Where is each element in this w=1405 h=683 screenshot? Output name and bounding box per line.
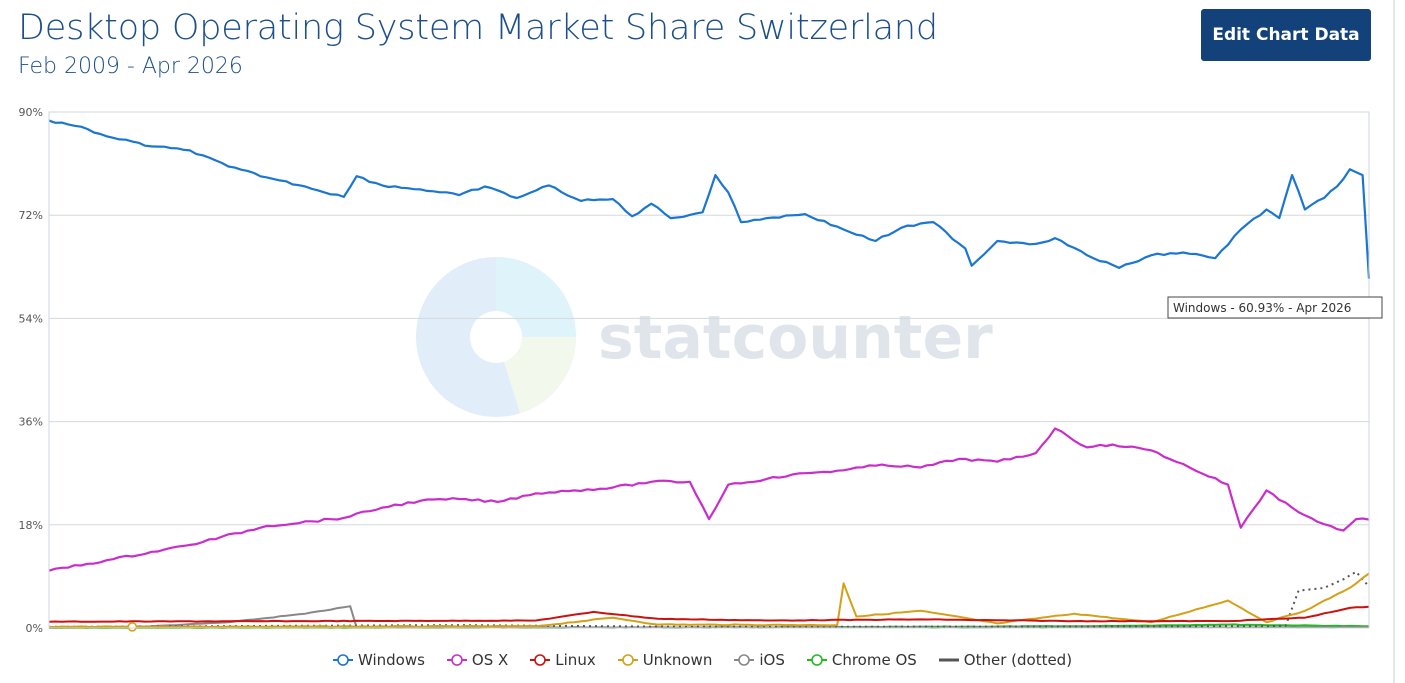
legend-label: OS X (471, 651, 509, 669)
plot-frame (48, 111, 1370, 629)
legend-label: Chrome OS (831, 651, 917, 669)
legend-marker-icon (806, 654, 827, 666)
chart-legend: Windows OS X Linux Unknown iOS Chrome OS Other… (0, 648, 1405, 672)
legend-marker-icon (734, 654, 755, 666)
y-tick-label: 0% (26, 622, 43, 635)
legend-marker-icon (617, 654, 638, 666)
tooltip-box (1167, 296, 1383, 319)
legend-item-chrome-os[interactable]: Chrome OS (806, 651, 917, 669)
legend-item-os-x[interactable]: OS X (446, 651, 509, 669)
legend-item-unknown[interactable]: Unknown (617, 651, 713, 669)
tooltip-text: Windows - 60.93% - Apr 2026 (1173, 301, 1351, 315)
y-tick-label: 72% (19, 209, 43, 222)
legend-item-other-dotted[interactable]: Other (dotted) (938, 651, 1073, 669)
y-axis-ticks: 0% 18% 36% 54% 72% 90% (19, 106, 43, 635)
legend-label: Linux (555, 651, 596, 669)
series-layer (48, 119, 1371, 632)
series-line-other-dotted[interactable] (48, 570, 1370, 628)
legend-label: iOS (759, 651, 785, 669)
unknown-series-marker (127, 622, 138, 632)
watermark-logo-slice-a (496, 257, 576, 337)
legend-label: Other (dotted) (963, 651, 1073, 669)
legend-item-linux[interactable]: Linux (530, 651, 596, 669)
legend-label: Windows (357, 651, 425, 669)
page-title: Desktop Operating System Market Share Sw… (18, 8, 938, 48)
series-line-os-x[interactable] (48, 427, 1370, 572)
watermark-logo-slice-b (496, 337, 576, 413)
statcounter-watermark: statcounter (416, 257, 993, 417)
edit-chart-data-button[interactable]: Edit Chart Data (1201, 9, 1371, 61)
tooltip: Windows - 60.93% - Apr 2026 (1167, 296, 1383, 319)
legend-item-windows[interactable]: Windows (332, 651, 425, 669)
legend-marker-icon (332, 654, 353, 666)
legend-item-ios[interactable]: iOS (734, 651, 785, 669)
watermark-logo-hole (470, 311, 522, 363)
y-tick-label: 18% (19, 519, 43, 532)
legend-marker-icon (446, 654, 467, 666)
series-line-linux[interactable] (48, 605, 1370, 623)
watermark-text: statcounter (598, 303, 993, 373)
date-range-subtitle: Feb 2009 - Apr 2026 (18, 54, 243, 79)
market-share-chart: statcounter 0% 18% 36% 54% 72% 90% Windows - … (19, 106, 1383, 635)
legend-label: Unknown (642, 651, 713, 669)
y-tick-label: 90% (19, 106, 43, 119)
legend-marker-icon (938, 658, 959, 662)
y-tick-label: 54% (19, 312, 43, 325)
legend-marker-icon (530, 654, 551, 666)
y-tick-label: 36% (19, 416, 43, 429)
series-line-windows[interactable] (48, 119, 1371, 279)
right-divider (1393, 0, 1395, 683)
